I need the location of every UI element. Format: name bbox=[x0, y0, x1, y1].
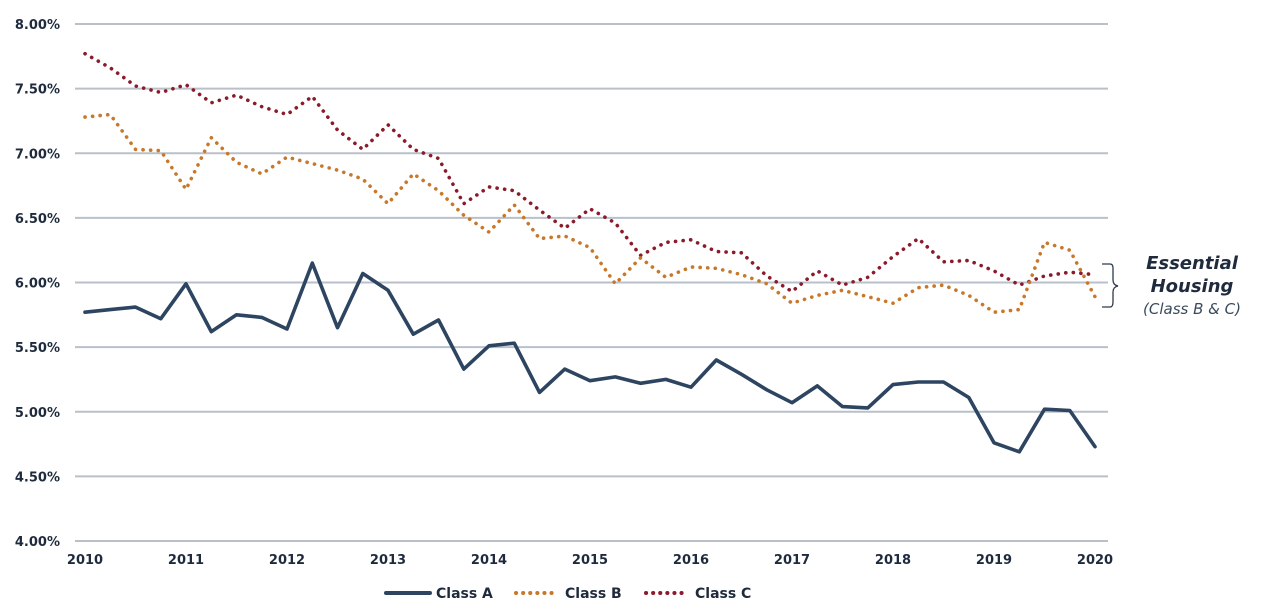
x-tick-label: 2014 bbox=[471, 553, 507, 568]
x-tick-label: 2018 bbox=[875, 553, 911, 568]
x-tick-label: 2015 bbox=[572, 553, 608, 568]
legend-label-class-b: Class B bbox=[565, 586, 622, 602]
y-tick-label: 6.50% bbox=[15, 212, 60, 227]
series-lines bbox=[83, 51, 1097, 454]
grid-lines bbox=[75, 23, 1108, 542]
annotation-subtitle: (Class B & C) bbox=[1143, 300, 1241, 318]
legend-item-class-a: Class A bbox=[384, 586, 493, 602]
series-line-class-b bbox=[83, 112, 1097, 315]
x-tick-label: 2019 bbox=[976, 553, 1012, 568]
legend: Class A Class B Class C bbox=[384, 586, 751, 602]
series-line-class-a bbox=[83, 261, 1097, 454]
x-axis-ticks: 2010 2011 2012 2013 2014 2015 2016 2017 2018 2019… bbox=[67, 553, 1113, 568]
essential-housing-annotation: Essential Housing (Class B & C) bbox=[1102, 253, 1241, 318]
annotation-brace bbox=[1102, 263, 1119, 308]
x-tick-label: 2020 bbox=[1077, 553, 1113, 568]
y-tick-label: 5.00% bbox=[15, 406, 60, 421]
y-tick-label: 7.50% bbox=[15, 83, 60, 98]
y-tick-label: 8.00% bbox=[15, 18, 60, 33]
y-tick-label: 6.00% bbox=[15, 277, 60, 292]
x-tick-label: 2016 bbox=[673, 553, 709, 568]
x-tick-label: 2013 bbox=[370, 553, 406, 568]
x-tick-label: 2010 bbox=[67, 553, 103, 568]
annotation-title-line2: Housing bbox=[1151, 276, 1234, 297]
series-line-class-c bbox=[83, 51, 1097, 294]
y-tick-label: 5.50% bbox=[15, 341, 60, 356]
y-tick-label: 4.00% bbox=[15, 535, 60, 550]
x-tick-label: 2017 bbox=[774, 553, 810, 568]
x-tick-label: 2011 bbox=[168, 553, 204, 568]
annotation-title-line1: Essential bbox=[1146, 253, 1239, 274]
y-axis-ticks: 4.00% 4.50% 5.00% 5.50% 6.00% 6.50% 7.00% 7.50%… bbox=[15, 18, 60, 550]
y-tick-label: 4.50% bbox=[15, 470, 60, 485]
legend-item-class-b: Class B bbox=[514, 586, 622, 602]
x-tick-label: 2012 bbox=[269, 553, 305, 568]
legend-label-class-c: Class C bbox=[695, 586, 751, 602]
legend-label-class-a: Class A bbox=[436, 586, 493, 602]
y-tick-label: 7.00% bbox=[15, 147, 60, 162]
legend-item-class-c: Class C bbox=[644, 586, 751, 602]
